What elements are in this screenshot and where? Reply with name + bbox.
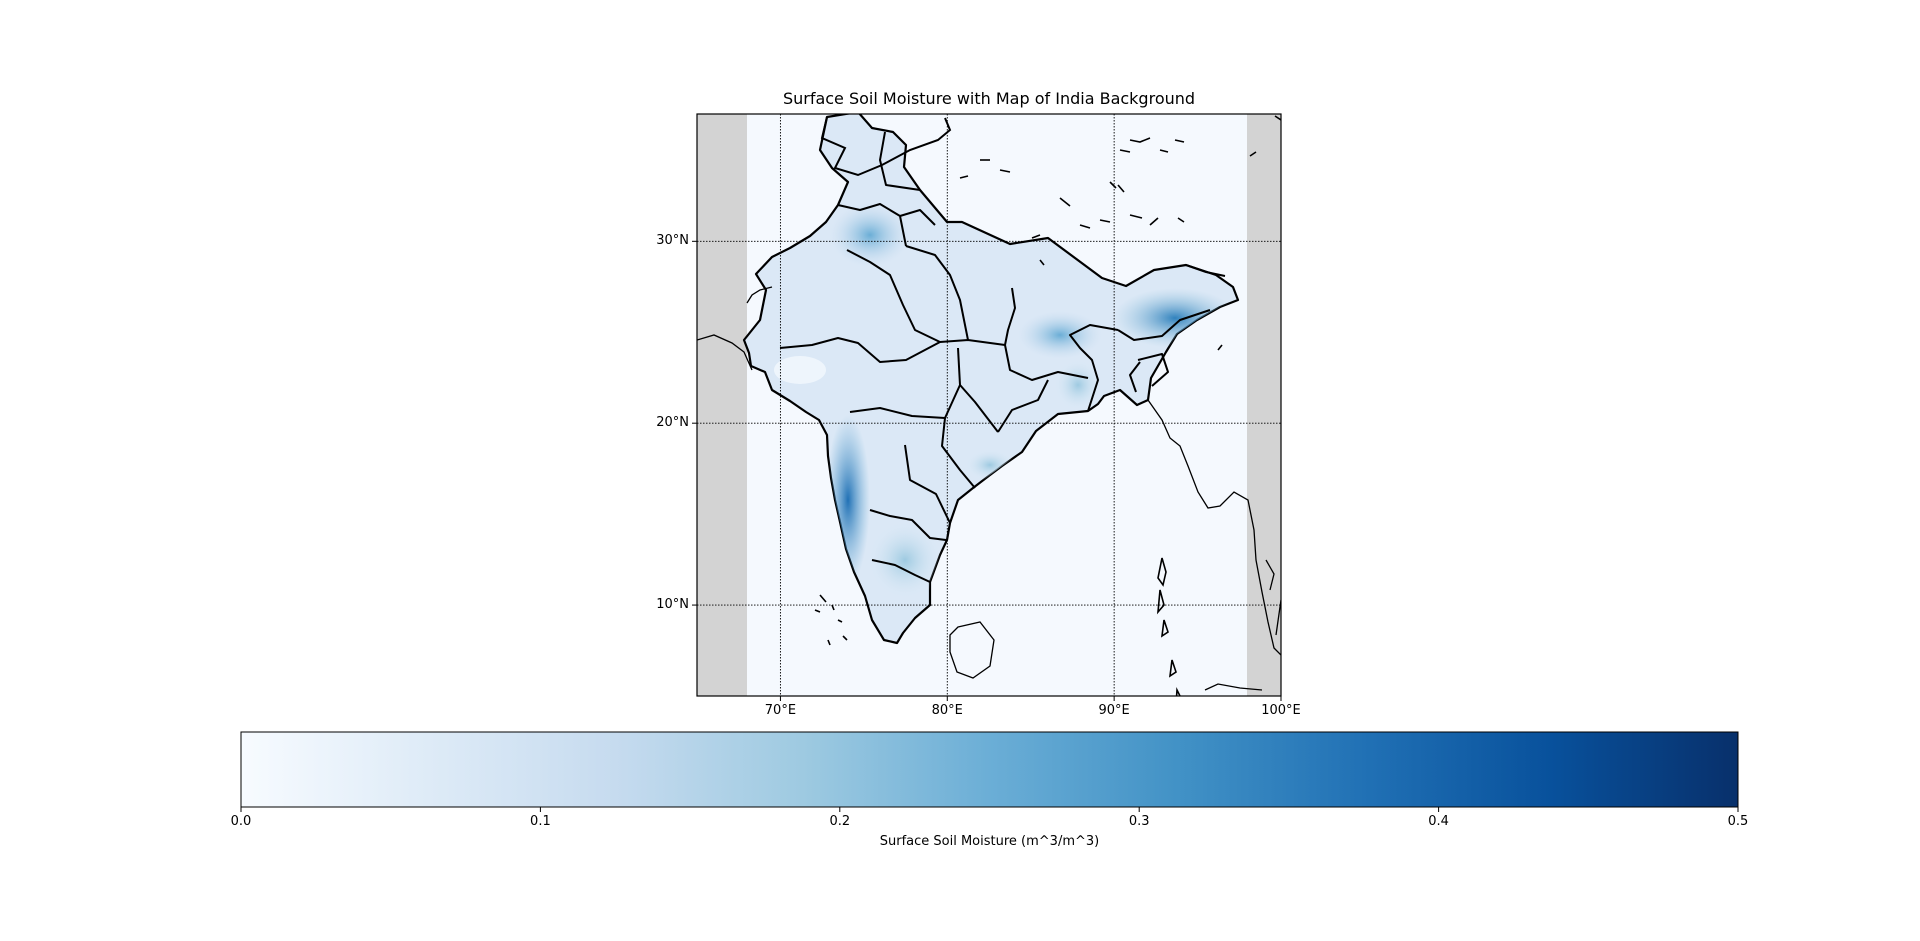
colorbar-tick-label: 0.0 (230, 814, 252, 829)
map-frame (696, 113, 1282, 697)
state-borders (779, 131, 1226, 583)
colorbar-tick-label: 0.3 (1128, 814, 1150, 829)
lat-tick-label: 30°N (656, 233, 689, 249)
moisture-field (774, 203, 1237, 600)
nodata-left (697, 114, 747, 696)
moisture-bengal (1054, 359, 1102, 411)
lat-tick-label: 10°N (656, 597, 689, 613)
colorbar-tick-label: 0.2 (829, 814, 851, 829)
colorbar-tick-label: 0.5 (1727, 814, 1749, 829)
islands (814, 115, 1281, 696)
colorbar-tick-label: 0.1 (530, 814, 551, 829)
colorbar-tick-label: 0.4 (1428, 814, 1449, 829)
moisture-bihar (1018, 311, 1102, 359)
chart-title: Surface Soil Moisture with Map of India … (782, 89, 1196, 108)
colorbar (240, 731, 1739, 808)
neighbour-coastlines (697, 286, 1281, 691)
lon-tick-label: 70°E (764, 703, 797, 718)
map-area (697, 114, 1281, 696)
northern-outline (820, 116, 952, 177)
lon-tick-label: 90°E (1098, 703, 1130, 718)
nodata-right (1247, 114, 1281, 696)
map-ticks (692, 240, 1282, 701)
lat-tick-label: 20°N (656, 415, 689, 431)
colorbar-ticks (240, 807, 1739, 812)
lon-tick-label: 100°E (1261, 703, 1301, 718)
moisture-dry-rajasthan (774, 356, 826, 384)
lon-tick-label: 80°E (931, 703, 963, 718)
colorbar-label: Surface Soil Moisture (m^3/m^3) (879, 834, 1100, 849)
moisture-punjab (830, 203, 910, 267)
